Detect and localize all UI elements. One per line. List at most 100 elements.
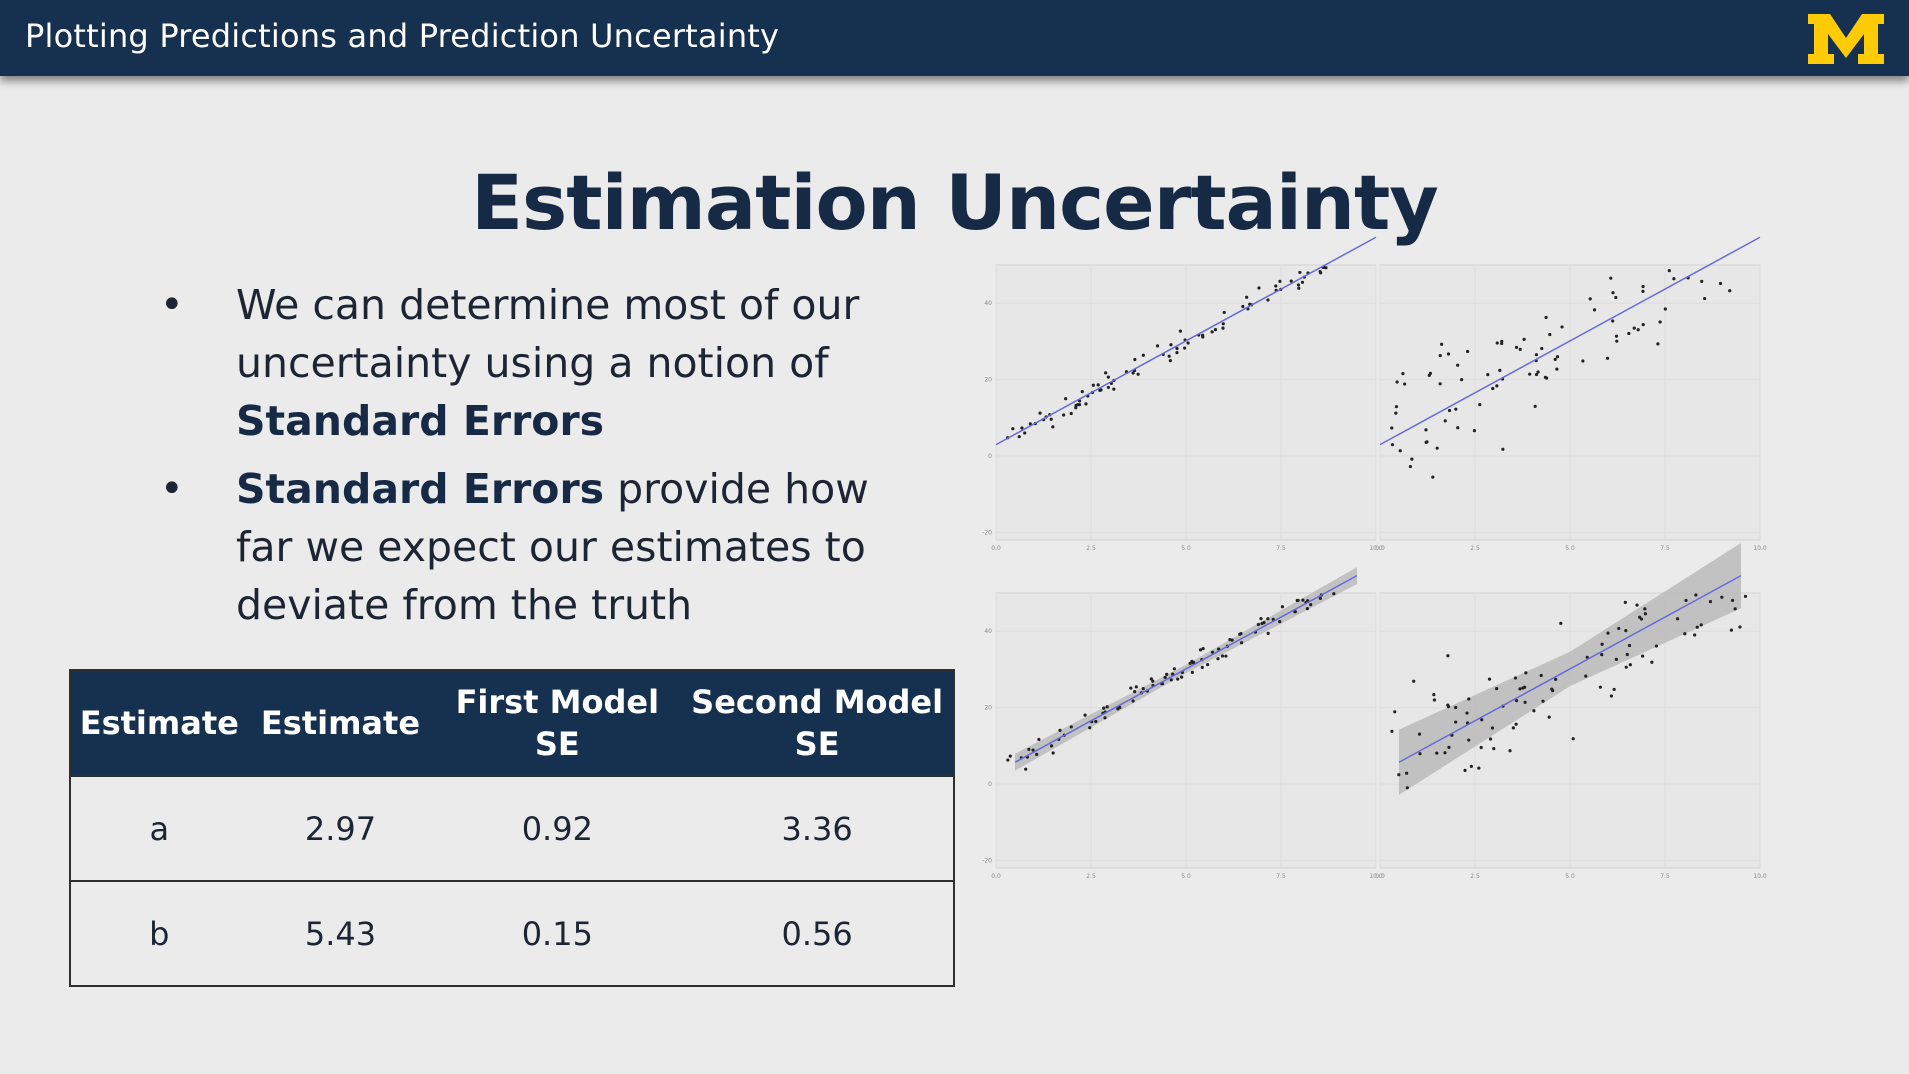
data-point [1274, 284, 1278, 288]
y-tick-label: -20 [982, 857, 992, 864]
x-tick-label: 0.0 [991, 545, 1001, 552]
data-point [1479, 745, 1483, 750]
data-point [1495, 687, 1499, 691]
data-point [1615, 339, 1619, 343]
data-point [1488, 737, 1493, 741]
data-point [1390, 426, 1394, 430]
data-point [1106, 385, 1111, 390]
slide-title: Estimation Uncertainty [471, 158, 1439, 247]
data-point [1524, 671, 1528, 675]
data-point [1438, 382, 1442, 386]
data-point [1064, 397, 1068, 401]
data-point [1514, 699, 1519, 703]
data-point [1643, 607, 1647, 611]
data-point [1447, 745, 1451, 749]
data-point [1672, 277, 1676, 281]
data-point [1477, 766, 1481, 770]
data-point [1598, 685, 1603, 689]
data-point [1547, 715, 1551, 719]
data-point [1412, 679, 1416, 683]
fit-line [1398, 574, 1742, 763]
data-point [1401, 372, 1405, 376]
data-point [1495, 341, 1499, 345]
data-point [1210, 330, 1214, 334]
scatter-plot-bottom-right: 0.0 2.5 5.0 7.5 10.0 [1375, 542, 1767, 880]
data-point [1500, 341, 1504, 346]
data-point [1017, 435, 1021, 439]
data-point [1641, 289, 1645, 293]
data-point [1301, 598, 1305, 602]
data-point [1393, 710, 1397, 714]
data-point [1588, 297, 1592, 301]
data-point [1069, 725, 1073, 729]
data-point [1106, 375, 1110, 379]
data-point [1743, 594, 1748, 598]
data-point [1266, 617, 1270, 621]
data-point [1098, 388, 1102, 392]
data-point [1624, 665, 1628, 669]
data-point [1257, 286, 1261, 290]
data-point [1190, 670, 1194, 674]
data-point [1700, 279, 1704, 283]
data-point [1141, 687, 1145, 691]
data-point [1133, 689, 1137, 694]
data-point [1548, 332, 1552, 337]
data-point [1332, 592, 1336, 596]
data-point [1467, 697, 1471, 701]
data-point [1446, 352, 1451, 356]
data-point [1456, 426, 1460, 430]
data-point [1405, 771, 1409, 775]
fit-line [1379, 236, 1761, 446]
x-tick-label: 2.5 [1086, 873, 1096, 880]
data-point [1432, 698, 1437, 702]
data-point [1540, 346, 1544, 351]
data-point [1096, 383, 1100, 387]
data-point [1394, 411, 1398, 415]
data-point [1175, 351, 1179, 355]
table-header-cell: Estimate [247, 670, 434, 776]
data-point [1297, 286, 1301, 290]
data-point [1606, 631, 1610, 635]
data-point [1084, 402, 1088, 406]
bullet-dot: • [160, 282, 184, 328]
data-point [1523, 685, 1527, 689]
data-point [1183, 346, 1187, 350]
x-tick-label: 2.5 [1470, 873, 1480, 880]
data-point [1667, 269, 1671, 273]
data-point [1163, 675, 1167, 679]
scatter-plot-top-left: 0.0 2.5 5.0 7.5 10.0 -20 0 20 40 [982, 236, 1383, 552]
data-point [1094, 719, 1098, 724]
data-point [1432, 692, 1436, 697]
data-point [1559, 621, 1563, 625]
data-point [1623, 600, 1627, 605]
data-point [1020, 426, 1024, 430]
data-point [1006, 758, 1010, 762]
data-point [1165, 672, 1169, 676]
data-point [1511, 726, 1515, 730]
data-point [1141, 353, 1145, 357]
data-point [1463, 768, 1467, 772]
data-point [1395, 380, 1399, 384]
data-point [1611, 319, 1615, 323]
data-point [1168, 359, 1172, 363]
data-point [1220, 654, 1225, 658]
bullet-text: We can determine most of our uncertainty… [236, 276, 936, 450]
x-tick-label: 7.5 [1276, 545, 1286, 552]
data-point [1605, 356, 1610, 360]
fit-line [1014, 574, 1358, 763]
data-point [1031, 748, 1035, 752]
data-point [1256, 622, 1260, 627]
data-point [1571, 737, 1575, 741]
data-point [1641, 323, 1645, 327]
y-tick-label: 0 [988, 453, 992, 460]
data-point [1612, 687, 1616, 692]
data-point [1088, 726, 1092, 730]
data-point [1435, 446, 1439, 450]
data-point [1533, 404, 1537, 408]
data-point [1708, 600, 1713, 604]
data-point [1131, 371, 1135, 375]
data-point [1617, 626, 1621, 631]
data-point [1446, 705, 1451, 709]
data-point [1201, 647, 1205, 651]
data-point [1206, 663, 1210, 667]
